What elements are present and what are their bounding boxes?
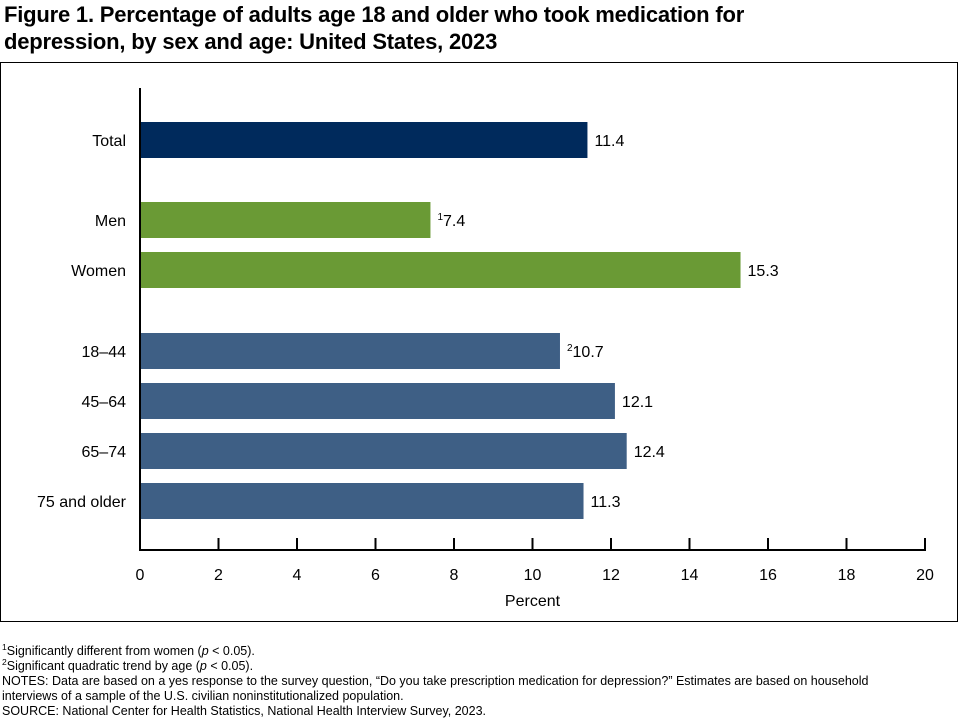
- value-label: 17.4: [437, 212, 465, 230]
- category-label: 65–74: [82, 444, 127, 461]
- bar-age: [141, 333, 560, 369]
- x-tick-label: 4: [293, 567, 302, 584]
- bar-sex: [141, 202, 431, 238]
- x-tick-label: 10: [524, 567, 542, 584]
- category-label: 75 and older: [37, 494, 127, 511]
- x-tick-label: 8: [450, 567, 459, 584]
- value-label-superscript: 1: [437, 212, 443, 223]
- source-line: SOURCE: National Center for Health Stati…: [2, 704, 487, 718]
- figure-title: Figure 1. Percentage of adults age 18 an…: [4, 1, 944, 55]
- x-tick-label: 20: [916, 567, 934, 584]
- bar-age: [141, 483, 584, 519]
- value-label: 11.4: [594, 133, 624, 150]
- figure-title-line-1: Figure 1. Percentage of adults age 18 an…: [4, 2, 745, 27]
- footnote-1: 1Significantly different from women (p <…: [2, 642, 957, 659]
- value-label-number: 10.7: [573, 344, 604, 361]
- x-tick-label: 6: [371, 567, 380, 584]
- category-label: Women: [71, 263, 126, 280]
- value-label: 210.7: [567, 343, 604, 361]
- bar-age: [141, 383, 615, 419]
- x-tick-label: 18: [838, 567, 856, 584]
- chart-frame: 0 2 4 6 8 10 12 14 16 18 20 Percent Total 11.4 Men 17.4…: [0, 62, 958, 622]
- bar-sex: [141, 252, 741, 288]
- notes-line-2: interviews of a sample of the U.S. civil…: [2, 689, 404, 703]
- figure-title-line-2: depression, by sex and age: United State…: [4, 29, 498, 54]
- x-axis-label: Percent: [505, 593, 561, 610]
- x-tick-label: 12: [602, 567, 620, 584]
- x-tick-label: 14: [681, 567, 699, 584]
- notes-line-1: NOTES: Data are based on a yes response …: [2, 674, 869, 688]
- footnote-1-p: p: [201, 644, 209, 658]
- footnote-2-marker: 2: [2, 657, 7, 667]
- footnote-1-marker: 1: [2, 642, 7, 652]
- value-label-superscript: 2: [567, 343, 573, 354]
- category-label: Total: [92, 133, 126, 150]
- footnote-1-text-b: < 0.05).: [208, 644, 255, 658]
- bar-total: [141, 122, 588, 158]
- footnote-2-text-b: < 0.05).: [206, 659, 254, 673]
- bar-age: [141, 433, 627, 469]
- value-label-number: 7.4: [443, 213, 465, 230]
- footnote-2-p: p: [199, 659, 207, 673]
- footnotes: 1Significantly different from women (p <…: [2, 642, 957, 719]
- value-label: 15.3: [748, 263, 779, 280]
- category-label: 45–64: [82, 394, 127, 411]
- footnote-1-text-a: Significantly different from women (: [6, 644, 202, 658]
- value-label: 12.1: [622, 394, 653, 411]
- x-tick-label: 0: [136, 567, 145, 584]
- x-tick-label: 16: [759, 567, 777, 584]
- category-label: Men: [95, 213, 126, 230]
- footnote-2-text-a: Significant quadratic trend by age (: [6, 659, 200, 673]
- category-label: 18–44: [82, 344, 127, 361]
- footnote-2: 2Significant quadratic trend by age (p <…: [2, 657, 957, 674]
- value-label: 11.3: [591, 494, 621, 511]
- value-label: 12.4: [634, 444, 665, 461]
- x-tick-label: 2: [214, 567, 223, 584]
